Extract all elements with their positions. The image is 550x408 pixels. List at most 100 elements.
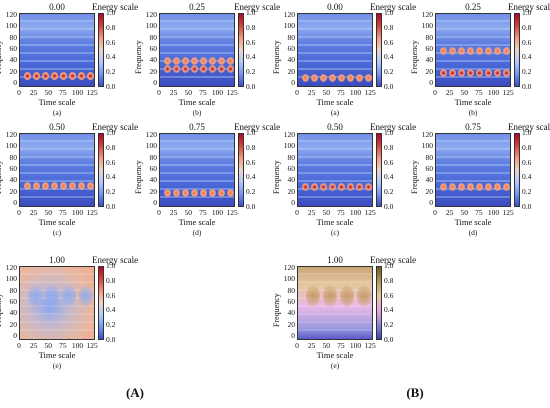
x-tick-label: 0 [17, 88, 21, 97]
texture-band [160, 76, 234, 78]
texture-band [20, 36, 94, 38]
y-axis-label: Frequency [272, 40, 281, 74]
energy-blob [329, 74, 336, 82]
y-axis-label: Frequency [410, 40, 419, 74]
x-tick-label: 100 [71, 341, 84, 350]
x-tick-label: 50 [322, 88, 330, 97]
energy-blob [449, 183, 456, 191]
energy-blob [69, 72, 76, 80]
x-tick-label: 50 [460, 208, 468, 217]
y-tick-label: 0 [291, 198, 295, 207]
energy-blob [191, 57, 198, 65]
y-axis-label: Frequency [134, 40, 143, 74]
x-axis-label: Time scale [454, 217, 492, 227]
texture-band [436, 28, 510, 30]
energy-blob [62, 285, 76, 307]
energy-blob [503, 69, 510, 77]
panel-title: 0.00 [49, 2, 65, 12]
colorbar-tick-label: 0.2 [246, 67, 256, 77]
heatmap-plot-area [297, 13, 373, 87]
y-tick-label: 20 [287, 186, 296, 196]
colorbar-tick-label: 0.4 [246, 172, 256, 182]
energy-blob [218, 189, 225, 197]
x-tick-label: 0 [295, 208, 299, 217]
energy-blob [28, 285, 42, 307]
y-tick-label: 120 [283, 263, 295, 272]
y-tick-label: 60 [425, 44, 434, 53]
colorbar-tick-label: 0.6 [522, 37, 532, 47]
texture-band [20, 164, 94, 166]
y-tick-label: 60 [287, 164, 296, 173]
texture-band [20, 140, 94, 142]
heatmap-panel: 0.00 Energy scale 0.0 0.2 0.4 0.6 0.8 1.0 0 20 40 6… [272, 2, 416, 117]
x-tick-label: 100 [349, 208, 362, 217]
energy-blob [476, 69, 483, 77]
colorbar-tick-label: 1.0 [106, 128, 116, 137]
y-tick-label: 120 [283, 10, 295, 19]
texture-band [160, 20, 234, 22]
y-tick-label: 40 [149, 55, 158, 65]
x-tick-label: 25 [445, 208, 454, 217]
colorbar-tick-label: 0.2 [384, 187, 394, 197]
y-tick-label: 20 [287, 319, 296, 329]
energy-blob [449, 69, 456, 77]
y-tick-label: 0 [13, 198, 17, 207]
panel-caption: (e) [52, 361, 62, 370]
texture-band [160, 188, 234, 190]
energy-blob [302, 183, 309, 191]
heatmap-plot-area [19, 133, 95, 207]
texture-band [436, 60, 510, 62]
colorbar-tick-label: 1.0 [384, 128, 394, 137]
panel-caption: (a) [330, 108, 340, 117]
texture-band [20, 28, 94, 30]
colorbar-tick-label: 0.0 [106, 82, 116, 91]
x-tick-label: 25 [307, 208, 316, 217]
energy-blob [51, 72, 58, 80]
texture-band [20, 313, 94, 315]
energy-blob [338, 183, 345, 191]
texture-band [298, 180, 372, 182]
energy-blob [503, 47, 510, 55]
colorbar-title: Energy scale [370, 255, 417, 265]
heatmap-plot-area [159, 133, 235, 207]
texture-band [298, 273, 372, 275]
energy-blob [227, 65, 234, 73]
energy-blob [173, 65, 180, 73]
texture-band [436, 140, 510, 142]
texture-band [298, 28, 372, 30]
texture-band [436, 20, 510, 22]
y-tick-label: 40 [149, 175, 158, 185]
texture-band [20, 156, 94, 158]
texture-band [436, 156, 510, 158]
energy-blob [338, 74, 345, 82]
x-tick-label: 25 [445, 88, 454, 97]
texture-band [20, 305, 94, 307]
x-tick-label: 25 [29, 341, 38, 350]
colorbar-tick-label: 0.8 [246, 22, 256, 32]
y-tick-label: 120 [145, 130, 157, 139]
x-tick-label: 75 [337, 88, 345, 97]
colorbar [238, 13, 244, 87]
colorbar-tick-label: 0.6 [106, 290, 116, 300]
x-tick-label: 125 [226, 208, 238, 217]
x-tick-label: 100 [487, 208, 500, 217]
energy-blob [467, 47, 474, 55]
panel-title: 0.25 [189, 2, 205, 12]
y-tick-label: 0 [291, 78, 295, 87]
colorbar-tick-label: 0.8 [522, 22, 532, 32]
x-tick-label: 125 [502, 88, 514, 97]
energy-blob [33, 72, 40, 80]
y-tick-label: 0 [429, 78, 433, 87]
x-tick-label: 25 [307, 341, 316, 350]
x-tick-label: 0 [157, 88, 161, 97]
texture-band [160, 148, 234, 150]
energy-blob [209, 57, 216, 65]
energy-blob [200, 189, 207, 197]
y-tick-label: 100 [283, 274, 295, 284]
colorbar [376, 13, 382, 87]
colorbar-tick-label: 0.0 [106, 202, 116, 211]
y-tick-label: 80 [425, 152, 434, 162]
energy-blob [347, 183, 354, 191]
energy-blob [356, 74, 363, 82]
y-tick-label: 40 [9, 175, 18, 185]
